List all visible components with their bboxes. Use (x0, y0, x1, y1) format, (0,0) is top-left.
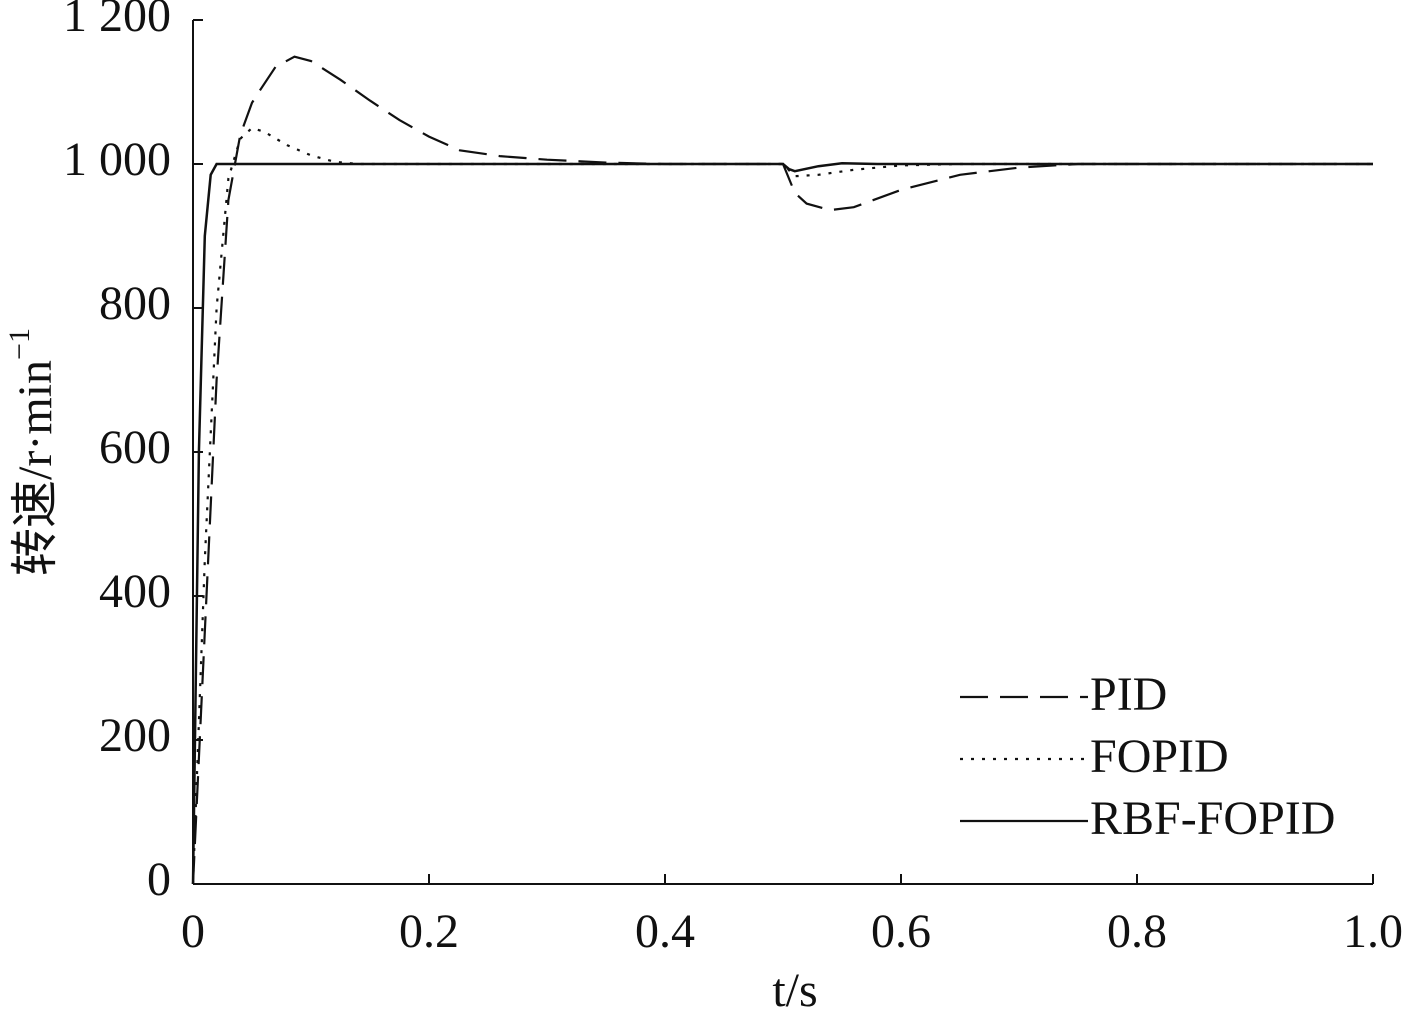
y-tick-label: 400 (99, 565, 171, 618)
y-tick-label: 800 (99, 277, 171, 330)
y-axis-label-text: 转速/r·min (9, 360, 62, 576)
x-axis-label: t/s (772, 964, 817, 1016)
x-tick-label: 0.6 (871, 905, 931, 958)
x-tick-label: 0 (181, 905, 205, 958)
y-tick-label: 1 200 (63, 0, 171, 42)
y-tick-label: 600 (99, 421, 171, 474)
x-tick-label: 0.4 (635, 905, 695, 958)
legend-label: RBF-FOPID (1090, 792, 1335, 845)
y-tick-label: 1 000 (63, 133, 171, 186)
x-tick-label: 0.2 (399, 905, 459, 958)
y-axis-label-group: 转速/r·min−1 (3, 328, 62, 576)
series-line (191, 162, 1373, 885)
y-tick-label: 0 (147, 853, 171, 906)
y-axis-label: 转速/r·min−1 (3, 328, 62, 576)
x-tick-label: 1.0 (1343, 905, 1403, 958)
legend-label: PID (1090, 668, 1167, 721)
y-tick-label: 200 (99, 709, 171, 762)
x-tick-label: 0.8 (1107, 905, 1167, 958)
series-line (191, 55, 1373, 885)
y-axis-label-sup: −1 (3, 328, 36, 360)
legend-label: FOPID (1090, 730, 1229, 783)
